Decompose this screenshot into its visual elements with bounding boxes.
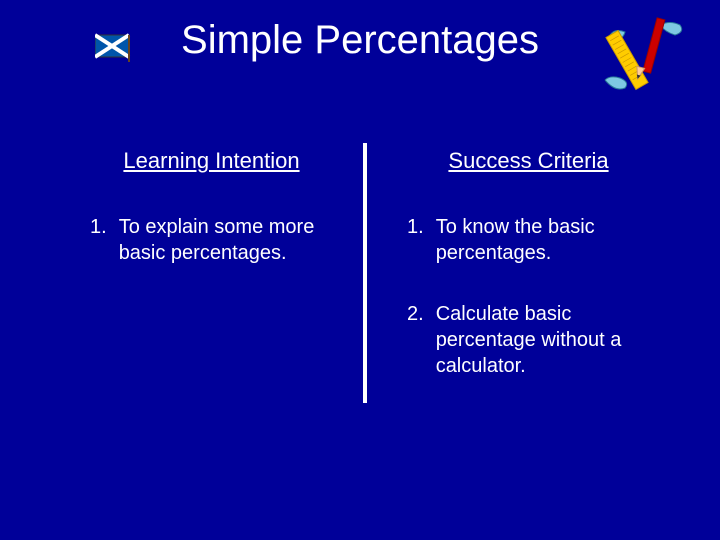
pencil-ruler-icon bbox=[595, 10, 695, 105]
scotland-flag-icon bbox=[95, 32, 137, 67]
list-number: 2. bbox=[407, 301, 424, 379]
content-area: Learning Intention 1. To explain some mo… bbox=[0, 148, 720, 414]
list-number: 1. bbox=[407, 214, 424, 266]
list-text: Calculate basic percentage without a cal… bbox=[436, 301, 650, 379]
slide-title: Simple Percentages bbox=[181, 18, 539, 63]
list-item: 2. Calculate basic percentage without a … bbox=[407, 301, 650, 379]
list-number: 1. bbox=[90, 214, 107, 266]
left-column-heading: Learning Intention bbox=[90, 148, 333, 174]
left-column: Learning Intention 1. To explain some mo… bbox=[40, 148, 363, 414]
header: Simple Percentages bbox=[0, 0, 720, 63]
list-text: To know the basic percentages. bbox=[436, 214, 650, 266]
right-column: Success Criteria 1. To know the basic pe… bbox=[367, 148, 680, 414]
list-item: 1. To explain some more basic percentage… bbox=[90, 214, 333, 266]
list-text: To explain some more basic percentages. bbox=[119, 214, 333, 266]
list-item: 1. To know the basic percentages. bbox=[407, 214, 650, 266]
right-column-heading: Success Criteria bbox=[407, 148, 650, 174]
